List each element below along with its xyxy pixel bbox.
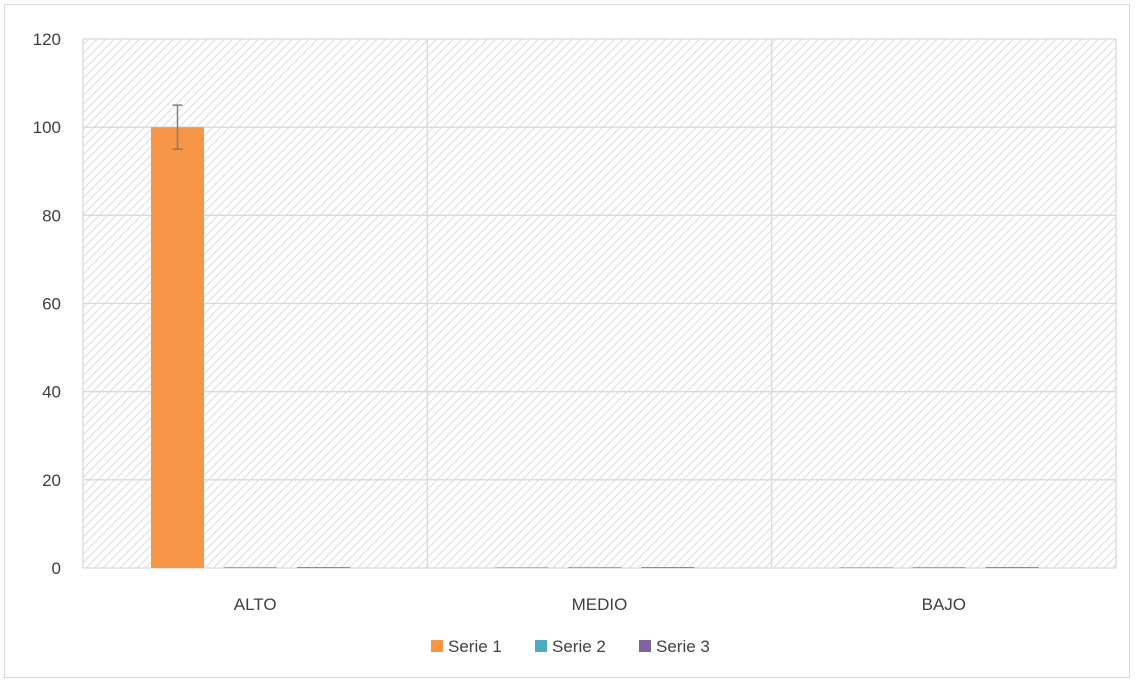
bar-serie-3 — [985, 567, 1039, 568]
bar-serie-3 — [641, 567, 695, 568]
bars — [151, 127, 1039, 569]
legend-label: Serie 2 — [552, 637, 606, 656]
gridlines — [82, 38, 1117, 569]
y-tick-label: 60 — [42, 295, 61, 314]
bar-serie-1 — [495, 567, 549, 568]
legend-label: Serie 3 — [656, 637, 710, 656]
y-axis-ticks: 0 20 40 60 80 100 120 — [33, 30, 61, 578]
y-tick-label: 80 — [42, 206, 61, 225]
x-tick-label: ALTO — [234, 595, 277, 614]
x-tick-label: MEDIO — [572, 595, 628, 614]
error-bars — [172, 104, 183, 150]
legend-swatch — [535, 640, 547, 652]
y-tick-label: 40 — [42, 383, 61, 402]
bar-serie-1 — [839, 567, 893, 568]
bar-serie-2 — [912, 567, 966, 568]
bar-serie-1 — [151, 127, 204, 569]
bar-serie-2 — [568, 567, 622, 568]
x-tick-label: BAJO — [922, 595, 966, 614]
x-axis-ticks: ALTO MEDIO BAJO — [234, 595, 966, 614]
legend: Serie 1 Serie 2 Serie 3 — [431, 637, 710, 656]
y-tick-label: 20 — [42, 471, 61, 490]
legend-swatch — [639, 640, 651, 652]
legend-label: Serie 1 — [448, 637, 502, 656]
bar-serie-3 — [297, 567, 350, 568]
y-tick-label: 120 — [33, 30, 61, 49]
legend-swatch — [431, 640, 443, 652]
y-tick-label: 0 — [52, 559, 61, 578]
bar-serie-2 — [224, 567, 277, 568]
y-tick-label: 100 — [33, 118, 61, 137]
